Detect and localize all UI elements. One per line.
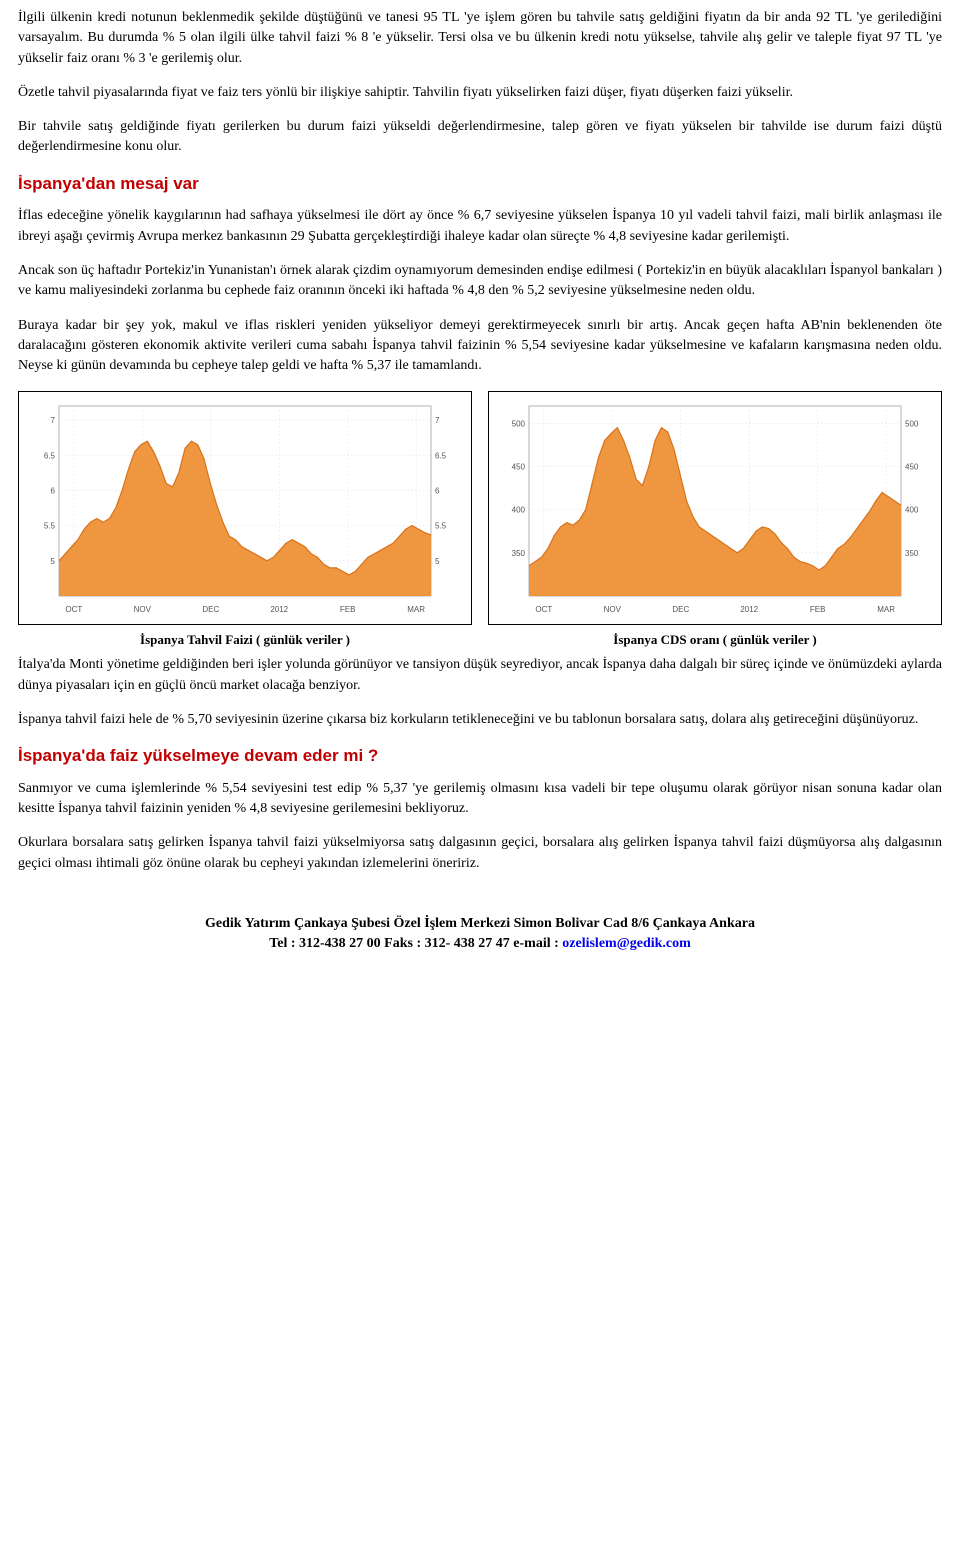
chart-left-caption: İspanya Tahvil Faizi ( günlük veriler ) (18, 631, 472, 650)
svg-text:2012: 2012 (270, 605, 288, 614)
svg-text:FEB: FEB (340, 605, 356, 614)
heading-spain-message: İspanya'dan mesaj var (18, 172, 942, 197)
chart-left: 7 7 6.5 6.5 6 6 5.5 5.5 5 5 OCT NOV DEC 2012 FEB MAR (18, 391, 472, 625)
chart-left-wrap: 7 7 6.5 6.5 6 6 5.5 5.5 5 5 OCT NOV DEC 2012 FEB MAR İs… (18, 391, 472, 650)
heading-spain-question: İspanya'da faiz yükselmeye devam eder mi… (18, 744, 942, 769)
svg-text:2012: 2012 (740, 605, 758, 614)
svg-text:5.5: 5.5 (44, 521, 56, 530)
footer-tel-fax: Tel : 312-438 27 00 Faks : 312- 438 27 4… (269, 936, 562, 951)
svg-text:FEB: FEB (810, 605, 826, 614)
svg-text:350: 350 (512, 548, 526, 557)
svg-text:DEC: DEC (672, 605, 689, 614)
spain-para-3: Buraya kadar bir şey yok, makul ve iflas… (18, 316, 942, 377)
svg-text:6: 6 (51, 486, 56, 495)
after-chart-para-2: İspanya tahvil faizi hele de % 5,70 sevi… (18, 710, 942, 730)
svg-text:6.5: 6.5 (44, 451, 56, 460)
chart-right-wrap: 500 500 450 450 400 400 350 350 OCT NOV DEC 2012 FEB… (488, 391, 942, 650)
after-chart-para-1: İtalya'da Monti yönetime geldiğinden ber… (18, 655, 942, 696)
spain-para-1: İflas edeceğine yönelik kaygılarının had… (18, 206, 942, 247)
svg-text:400: 400 (905, 505, 919, 514)
svg-text:MAR: MAR (877, 605, 895, 614)
svg-text:7: 7 (435, 416, 440, 425)
chart-right-caption: İspanya CDS oranı ( günlük veriler ) (488, 631, 942, 650)
svg-text:NOV: NOV (604, 605, 622, 614)
end-para-2: Okurlara borsalara satış gelirken İspany… (18, 833, 942, 874)
intro-para-2: Özetle tahvil piyasalarında fiyat ve fai… (18, 83, 942, 103)
footer-contact: Tel : 312-438 27 00 Faks : 312- 438 27 4… (18, 934, 942, 954)
end-para-1: Sanmıyor ve cuma işlemlerinde % 5,54 sev… (18, 779, 942, 820)
footer-email[interactable]: ozelislem@gedik.com (562, 936, 691, 951)
svg-text:350: 350 (905, 548, 919, 557)
svg-text:OCT: OCT (535, 605, 552, 614)
svg-text:NOV: NOV (134, 605, 152, 614)
spain-para-2: Ancak son üç haftadır Portekiz'in Yunani… (18, 261, 942, 302)
svg-text:5: 5 (435, 556, 440, 565)
svg-text:5.5: 5.5 (435, 521, 447, 530)
svg-text:OCT: OCT (65, 605, 82, 614)
svg-text:450: 450 (512, 462, 526, 471)
svg-text:7: 7 (51, 416, 56, 425)
svg-text:MAR: MAR (407, 605, 425, 614)
svg-text:500: 500 (905, 419, 919, 428)
svg-text:500: 500 (512, 419, 526, 428)
svg-text:6.5: 6.5 (435, 451, 447, 460)
chart-right: 500 500 450 450 400 400 350 350 OCT NOV DEC 2012 FEB… (488, 391, 942, 625)
intro-para-1: İlgili ülkenin kredi notunun beklenmedik… (18, 8, 942, 69)
svg-text:5: 5 (51, 556, 56, 565)
footer: Gedik Yatırım Çankaya Şubesi Özel İşlem … (18, 914, 942, 953)
intro-para-3: Bir tahvile satış geldiğinde fiyatı geri… (18, 117, 942, 158)
charts-row: 7 7 6.5 6.5 6 6 5.5 5.5 5 5 OCT NOV DEC 2012 FEB MAR İs… (18, 391, 942, 650)
svg-text:400: 400 (512, 505, 526, 514)
svg-text:DEC: DEC (202, 605, 219, 614)
footer-address: Gedik Yatırım Çankaya Şubesi Özel İşlem … (18, 914, 942, 934)
svg-text:6: 6 (435, 486, 440, 495)
svg-text:450: 450 (905, 462, 919, 471)
